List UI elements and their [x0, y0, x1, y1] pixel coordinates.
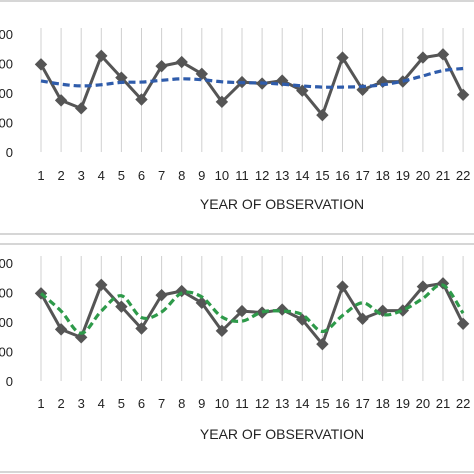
- y-tick-label: 00: [0, 116, 13, 131]
- series-line-observed: [39, 52, 465, 117]
- data-point-diamond: [356, 312, 369, 325]
- x-axis-title-bottom: YEAR OF OBSERVATION: [200, 426, 364, 442]
- x-tick-label: 19: [396, 168, 410, 183]
- x-tick-label: 12: [255, 168, 269, 183]
- x-tick-label: 6: [138, 168, 145, 183]
- data-point-diamond: [235, 304, 249, 318]
- data-point-diamond: [215, 95, 229, 109]
- x-tick-label: 14: [295, 168, 309, 183]
- data-point-diamond: [195, 67, 208, 81]
- data-point-diamond: [456, 88, 470, 101]
- data-point-diamond: [436, 48, 450, 61]
- x-tick-label: 17: [355, 396, 369, 411]
- x-tick-label: 8: [178, 168, 185, 183]
- x-axis-title-top: YEAR OF OBSERVATION: [200, 196, 364, 212]
- x-tick-label: 5: [118, 396, 125, 411]
- data-point-diamond: [416, 51, 430, 64]
- x-tick-label: 9: [198, 396, 205, 411]
- x-tick-label: 18: [375, 168, 389, 183]
- x-tick-label: 9: [198, 168, 205, 183]
- panel-2-border: [0, 243, 474, 473]
- x-tick-label: 8: [178, 396, 185, 411]
- x-tick-label: 20: [416, 396, 430, 411]
- x-tick-label: 19: [396, 396, 410, 411]
- y-tick-label: 00: [0, 86, 13, 101]
- x-tick-label: 11: [235, 396, 249, 411]
- panel-1-border: [0, 0, 474, 235]
- x-tick-label: 22: [456, 168, 470, 183]
- y-tick-label: 00: [0, 345, 13, 360]
- y-tick-label: 00: [0, 256, 13, 271]
- x-tick-label: 1: [37, 396, 44, 411]
- x-tick-label: 2: [57, 168, 64, 183]
- data-point-diamond: [175, 55, 188, 69]
- data-point-diamond: [54, 94, 68, 107]
- x-tick-label: 13: [275, 396, 289, 411]
- x-tick-label: 15: [315, 396, 329, 411]
- data-point-diamond: [316, 108, 329, 122]
- data-point-diamond: [115, 300, 128, 313]
- data-point-diamond: [135, 322, 148, 335]
- x-tick-label: 7: [158, 168, 165, 183]
- data-point-diamond: [195, 296, 208, 310]
- x-tick-label: 21: [436, 396, 450, 411]
- x-tick-label: 10: [215, 168, 229, 183]
- x-tick-label: 18: [375, 396, 389, 411]
- series-line-observed: [39, 281, 465, 346]
- x-tick-label: 12: [255, 396, 269, 411]
- x-tick-label: 14: [295, 396, 309, 411]
- y-tick-label: 00: [0, 27, 13, 42]
- data-point-diamond: [155, 288, 168, 302]
- data-point-diamond: [115, 71, 128, 84]
- x-tick-label: 5: [118, 168, 125, 183]
- x-tick-label: 16: [335, 396, 349, 411]
- x-tick-label: 11: [235, 168, 249, 183]
- x-tick-label: 15: [315, 168, 329, 183]
- x-tick-label: 22: [456, 396, 470, 411]
- data-point-diamond: [456, 317, 470, 330]
- x-tick-label: 16: [335, 168, 349, 183]
- y-tick-label: 00: [0, 286, 13, 301]
- y-tick-label: 00: [0, 57, 13, 72]
- data-point-diamond: [75, 331, 88, 344]
- x-tick-label: 7: [158, 396, 165, 411]
- series-line-dashed-trend: [40, 66, 464, 89]
- x-tick-label: 20: [416, 168, 430, 183]
- y-tick-label: 0: [6, 374, 13, 389]
- data-point-diamond: [135, 93, 148, 106]
- x-tick-label: 21: [436, 168, 450, 183]
- data-point-diamond: [54, 323, 68, 336]
- data-point-diamond: [95, 49, 108, 63]
- data-point-diamond: [316, 337, 329, 351]
- data-point-diamond: [215, 324, 229, 338]
- data-point-diamond: [336, 280, 349, 293]
- x-tick-label: 10: [215, 396, 229, 411]
- x-tick-label: 17: [355, 168, 369, 183]
- x-tick-label: 3: [78, 396, 85, 411]
- data-point-diamond: [34, 58, 48, 71]
- data-point-diamond: [75, 102, 88, 115]
- data-point-diamond: [416, 280, 430, 293]
- data-point-diamond: [255, 306, 269, 319]
- x-tick-label: 2: [57, 396, 64, 411]
- data-point-diamond: [336, 51, 349, 64]
- x-tick-label: 1: [37, 168, 44, 183]
- x-tick-label: 6: [138, 396, 145, 411]
- y-tick-label: 00: [0, 315, 13, 330]
- data-point-diamond: [95, 278, 108, 292]
- x-tick-label: 4: [98, 168, 105, 183]
- data-point-diamond: [155, 59, 168, 73]
- series-line-dashed-moving-average: [39, 283, 465, 335]
- x-tick-label: 13: [275, 168, 289, 183]
- y-tick-label: 0: [6, 145, 13, 160]
- x-tick-label: 4: [98, 396, 105, 411]
- x-tick-label: 3: [78, 168, 85, 183]
